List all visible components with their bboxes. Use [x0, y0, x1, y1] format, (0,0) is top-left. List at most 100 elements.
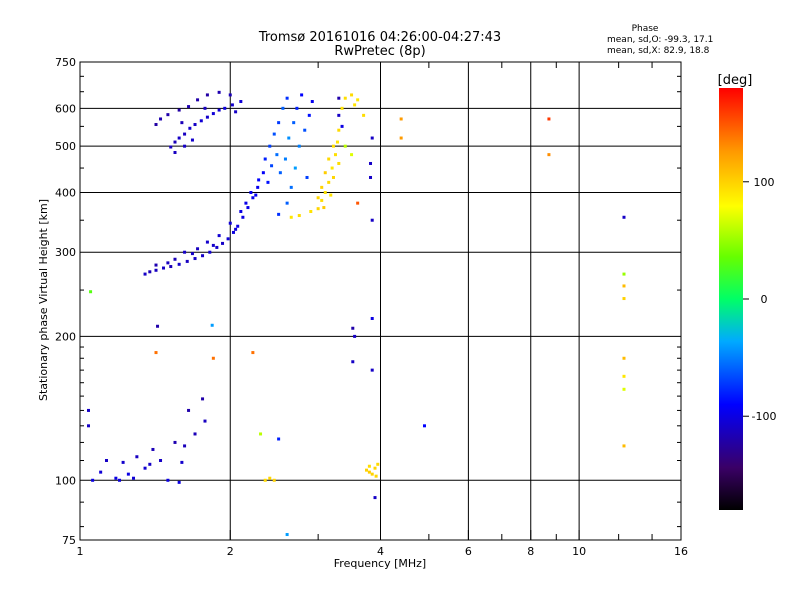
data-point	[305, 175, 309, 179]
data-point	[292, 121, 296, 125]
data-point	[278, 171, 282, 175]
colorbar-gradient	[719, 88, 743, 510]
data-point	[316, 196, 320, 200]
y-tick-label: 100	[55, 474, 76, 487]
x-tick-labels: 1 2 4 6 8 10 16	[77, 545, 689, 558]
data-point	[87, 424, 91, 428]
data-point	[118, 478, 122, 482]
x-tick-label: 1	[77, 545, 84, 558]
data-point	[217, 108, 221, 112]
data-point	[228, 93, 232, 97]
y-tick-label: 75	[62, 534, 76, 547]
data-point	[297, 214, 301, 218]
data-point	[203, 106, 207, 110]
colorbar-label: [deg]	[718, 73, 753, 88]
data-point	[205, 240, 209, 244]
data-point	[223, 106, 227, 110]
data-point	[226, 237, 230, 241]
colorbar-tick-label: -100	[752, 410, 777, 423]
data-point	[148, 270, 152, 274]
minor-ticks	[80, 62, 681, 540]
data-point	[154, 263, 158, 267]
data-point	[126, 472, 130, 476]
data-point	[295, 106, 299, 110]
data-point	[193, 123, 197, 127]
data-point	[272, 478, 276, 482]
data-point	[241, 215, 245, 219]
data-point	[114, 476, 118, 480]
x-tick-label: 4	[377, 545, 384, 558]
data-point	[399, 136, 403, 140]
data-point	[143, 272, 147, 276]
data-point	[177, 480, 181, 484]
phase-o-stats: mean, sd,O: -99.3, 17.1	[607, 35, 713, 45]
data-point	[622, 374, 626, 378]
data-point	[231, 230, 235, 234]
data-point	[327, 157, 331, 161]
data-point	[239, 100, 243, 104]
data-point	[187, 105, 191, 109]
data-point	[309, 210, 313, 214]
plot-frame	[79, 61, 682, 541]
data-point	[87, 408, 91, 412]
data-point	[283, 157, 287, 161]
data-point	[201, 397, 205, 401]
data-point	[350, 93, 354, 97]
data-point	[370, 472, 374, 476]
data-point	[159, 458, 163, 462]
data-point	[287, 136, 291, 140]
data-point	[187, 408, 191, 412]
data-point	[251, 351, 255, 355]
data-point	[307, 113, 311, 117]
data-point	[183, 132, 187, 136]
data-point	[169, 265, 173, 269]
data-point	[257, 178, 261, 182]
data-point	[263, 478, 267, 482]
data-point	[376, 462, 380, 466]
data-point	[256, 185, 260, 189]
data-point	[622, 284, 626, 288]
x-tick-label: 6	[465, 545, 472, 558]
colorbar-tick-label: 100	[754, 176, 775, 189]
data-point	[297, 144, 301, 148]
data-point	[221, 241, 225, 245]
phase-x-stats: mean, sd,X: 82.9, 18.8	[607, 46, 710, 56]
x-tick-label: 16	[674, 545, 688, 558]
data-point	[268, 144, 272, 148]
data-point	[335, 140, 339, 144]
data-point	[177, 136, 181, 140]
data-point	[259, 432, 263, 436]
colorbar: [deg] 100 0 -100	[718, 73, 777, 510]
data-point	[281, 106, 285, 110]
data-point	[203, 419, 207, 423]
data-point	[159, 117, 163, 121]
data-point	[367, 470, 371, 474]
data-point	[169, 145, 173, 149]
data-point	[151, 447, 155, 451]
chart-subtitle: RwPretec (8p)	[334, 44, 425, 59]
data-point	[249, 190, 253, 194]
data-point	[251, 196, 255, 200]
data-point	[180, 460, 184, 464]
data-point	[547, 117, 551, 121]
data-point	[154, 123, 158, 127]
data-point	[622, 356, 626, 360]
data-point	[353, 103, 357, 107]
y-axis-label: Stationary phase Virtual Height [km]	[37, 199, 50, 401]
phase-heading: Phase	[632, 24, 659, 34]
data-point	[323, 190, 327, 194]
data-point	[275, 153, 279, 157]
data-point	[330, 166, 334, 170]
data-point	[162, 266, 166, 270]
data-point	[185, 259, 189, 263]
data-point	[173, 150, 177, 154]
data-point	[236, 224, 240, 228]
data-point	[270, 164, 274, 168]
data-point	[246, 206, 250, 210]
data-point	[373, 466, 377, 470]
data-point	[370, 218, 374, 222]
data-point	[166, 261, 170, 265]
data-point	[99, 470, 103, 474]
data-point	[316, 207, 320, 211]
y-tick-label: 300	[55, 246, 76, 259]
